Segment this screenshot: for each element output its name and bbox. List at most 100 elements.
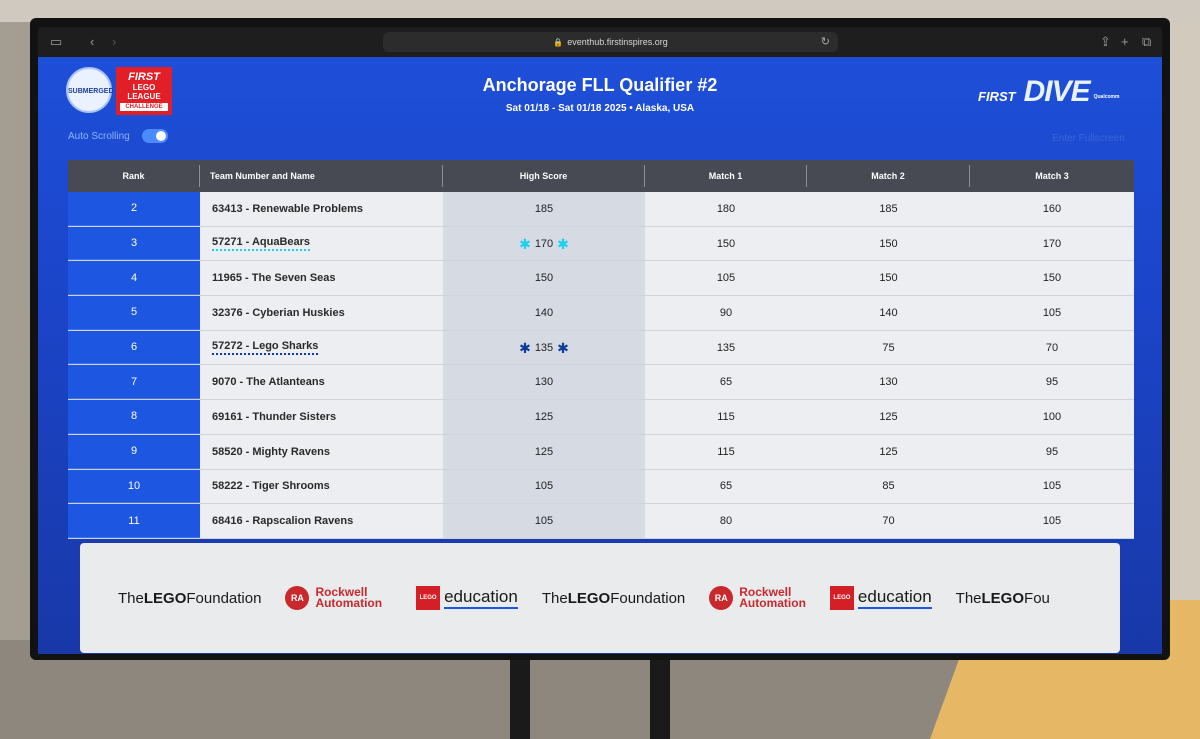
fll-challenge-logo: FIRST LEGO LEAGUE CHALLENGE (116, 67, 172, 115)
high-score-cell-text: 125 (534, 410, 554, 423)
leaderboard-page: SUBMERGED FIRST LEGO LEAGUE CHALLENGE An… (38, 57, 1162, 654)
col-high-score: High Score (443, 165, 645, 187)
match-2-cell: 150 (807, 226, 970, 261)
high-score-cell: ✱ 135 ✱ (443, 330, 645, 365)
annotation-star-icon: ✱ (519, 339, 531, 356)
forward-icon[interactable]: › (112, 34, 117, 49)
table-row: 3 57271 - AquaBears ✱ 170 ✱ 150 150 170 (68, 226, 1134, 262)
monitor-stand-right (650, 648, 670, 739)
table-row: 7 9070 - The Atlanteans 130 65 130 95 (68, 365, 1134, 401)
annotation-star-icon: ✱ (557, 235, 569, 252)
match-2-cell-text: 130 (879, 376, 898, 389)
rank-cell: 7 (68, 365, 200, 400)
rank-cell-text: 9 (130, 445, 138, 458)
rank-cell-text: 3 (130, 237, 138, 250)
auto-scrolling-toggle[interactable] (142, 129, 168, 143)
match-3-cell: 105 (970, 504, 1134, 538)
match-3-cell-text: 105 (1042, 306, 1062, 319)
match-2-cell-text: 70 (882, 515, 895, 528)
high-score-cell: 150 (443, 261, 645, 296)
match-2-cell: 70 (807, 504, 970, 538)
high-score-cell: 140 (443, 296, 645, 330)
high-score-cell: 125 (443, 400, 645, 434)
team-cell: 58520 - Mighty Ravens (200, 434, 443, 469)
high-score-cell-text: 130 (534, 376, 554, 389)
table-row: 8 69161 - Thunder Sisters 125 115 125 100 (68, 400, 1134, 435)
match-1-cell-text: 180 (716, 202, 736, 215)
lego-education-logo: LEGO education (829, 586, 932, 610)
url-text: eventhub.firstinspires.org (567, 37, 668, 47)
match-2-cell: 125 (807, 434, 970, 469)
match-3-cell-text: 105 (1042, 515, 1062, 528)
new-tab-icon[interactable]: + (1121, 34, 1129, 49)
match-3-cell: 105 (970, 469, 1134, 504)
high-score-cell-text: 105 (534, 515, 554, 528)
col-rank: Rank (68, 165, 200, 187)
lego-education-logo: LEGO education (416, 586, 518, 610)
col-match-3: Match 3 (1035, 171, 1069, 181)
match-3-cell-text: 70 (1045, 341, 1059, 354)
annotation-star-icon: ✱ (557, 339, 569, 356)
back-icon[interactable]: ‹ (90, 34, 95, 49)
browser-toolbar: ▭ ‹ › 🔒 eventhub.firstinspires.org ↻ ⇪ + … (38, 27, 1162, 57)
match-3-cell-text: 150 (1042, 272, 1062, 285)
high-score-cell-text: 170 (534, 237, 554, 250)
match-1-cell-text: 90 (719, 306, 733, 319)
event-title: Anchorage FLL Qualifier #2 (482, 75, 718, 95)
team-cell-text: 57272 - Lego Sharks (212, 340, 319, 356)
sponsor-banner: The LEGO Foundation RA Rockwell Automatio… (80, 543, 1120, 653)
high-score-cell-text: 135 (534, 341, 554, 354)
rank-cell: 3 (68, 226, 200, 261)
match-3-cell: 95 (970, 365, 1134, 400)
match-1-cell-text: 80 (719, 515, 733, 528)
team-cell: 57272 - Lego Sharks (200, 330, 443, 365)
tab-overview-icon[interactable]: ⧉ (1142, 34, 1152, 49)
lock-icon: 🔒 (553, 38, 564, 47)
match-3-cell: 160 (970, 192, 1134, 226)
address-bar[interactable]: 🔒 eventhub.firstinspires.org ↻ (383, 32, 838, 52)
match-3-cell: 105 (970, 296, 1134, 330)
rank-cell-text: 11 (128, 514, 140, 527)
rank-cell-text: 8 (130, 410, 138, 423)
match-1-cell-text: 105 (716, 272, 736, 285)
enter-fullscreen-link[interactable]: Enter Fullscreen (1052, 133, 1125, 144)
match-2-cell-text: 125 (879, 410, 898, 423)
match-1-cell: 90 (645, 296, 807, 330)
team-cell: 63413 - Renewable Problems (200, 192, 443, 226)
rank-cell-text: 4 (130, 271, 138, 284)
match-1-cell: 65 (645, 469, 807, 504)
match-1-cell-text: 65 (719, 480, 733, 493)
team-cell-text: 63413 - Renewable Problems (212, 202, 364, 215)
team-cell-text: 69161 - Thunder Sisters (212, 410, 337, 423)
high-score-cell-text: 140 (534, 306, 554, 319)
rank-cell-text: 5 (130, 306, 138, 319)
match-1-cell: 80 (645, 504, 807, 538)
rankings-table: Rank Team Number and Name High Score Mat… (68, 160, 1134, 539)
match-3-cell: 150 (970, 261, 1134, 296)
share-icon[interactable]: ⇪ (1100, 34, 1111, 49)
match-1-cell-text: 135 (716, 341, 736, 354)
room-ceiling (0, 0, 1200, 22)
match-1-cell: 115 (645, 400, 807, 434)
submerged-logo: SUBMERGED (66, 67, 114, 113)
match-2-cell-text: 125 (879, 445, 898, 458)
sidebar-icon[interactable]: ▭ (50, 34, 63, 49)
match-3-cell-text: 105 (1042, 480, 1062, 493)
team-cell: 32376 - Cyberian Huskies (200, 296, 443, 330)
rank-cell-text: 7 (130, 375, 138, 388)
match-2-cell: 125 (807, 400, 970, 434)
reload-icon[interactable]: ↻ (820, 36, 830, 48)
match-3-cell: 100 (970, 400, 1134, 434)
match-3-cell: 70 (970, 330, 1134, 365)
match-3-cell-text: 95 (1045, 376, 1059, 389)
match-1-cell: 135 (645, 330, 807, 365)
team-cell: 11965 - The Seven Seas (200, 261, 443, 296)
match-1-cell: 115 (645, 434, 807, 469)
match-3-cell-text: 95 (1045, 445, 1059, 458)
first-dive-logo: FIRST DIVE Qualcomm (978, 75, 1120, 108)
rank-cell-text: 2 (130, 202, 138, 215)
annotation-star-icon: ✱ (519, 235, 531, 252)
rockwell-automation-logo: RA Rockwell Automation (709, 586, 806, 610)
event-subtitle: Sat 01/18 - Sat 01/18 2025 • Alaska, USA (505, 103, 695, 114)
match-1-cell: 150 (645, 226, 807, 261)
